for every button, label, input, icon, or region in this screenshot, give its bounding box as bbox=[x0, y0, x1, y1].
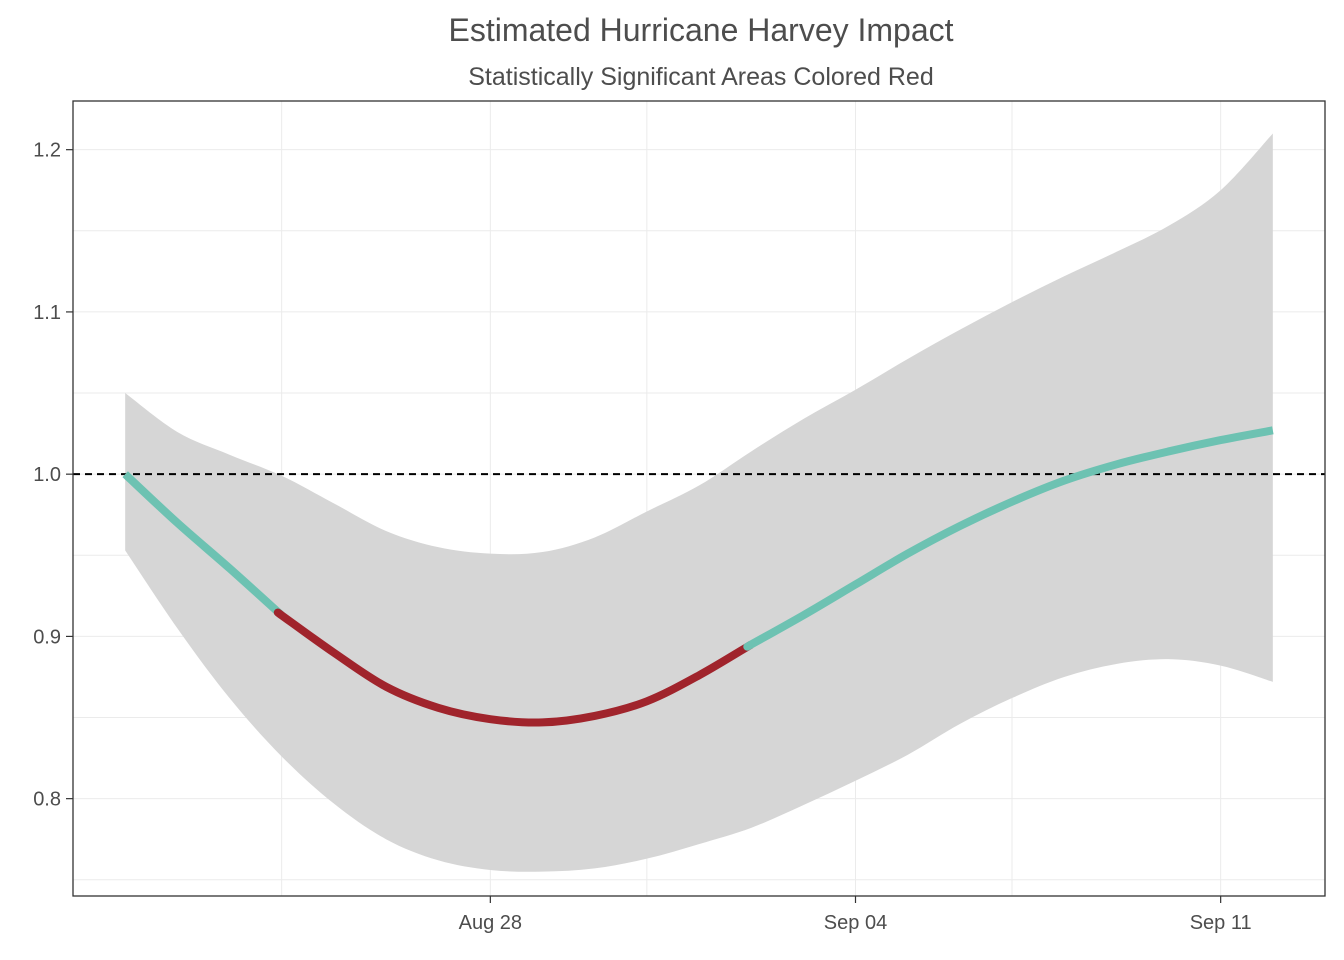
x-tick-label: Aug 28 bbox=[459, 912, 522, 934]
panel-border bbox=[72, 100, 1326, 897]
estimate-line bbox=[122, 471, 285, 619]
estimate-line bbox=[743, 426, 1274, 651]
confidence-ribbon-layer bbox=[125, 133, 1273, 872]
y-tick-label: 1.1 bbox=[33, 302, 61, 324]
x-tick-label: Sep 04 bbox=[824, 912, 887, 934]
y-tick-label: 0.8 bbox=[33, 789, 61, 811]
confidence-ribbon bbox=[125, 133, 1273, 872]
estimate-line-layer bbox=[122, 426, 1274, 727]
estimate-line-significant bbox=[273, 608, 754, 727]
y-tick-label: 1.0 bbox=[33, 464, 61, 486]
y-tick-label: 0.9 bbox=[33, 626, 61, 648]
y-axis: 0.8 0.9 1.0 1.1 1.2 bbox=[33, 140, 73, 811]
chart-title: Estimated Hurricane Harvey Impact bbox=[448, 12, 953, 48]
x-axis: Aug 28 Sep 04 Sep 11 bbox=[459, 896, 1252, 934]
y-tick-label: 1.2 bbox=[33, 140, 61, 162]
chart-subtitle: Statistically Significant Areas Colored … bbox=[468, 63, 934, 91]
x-tick-label: Sep 11 bbox=[1190, 912, 1252, 934]
